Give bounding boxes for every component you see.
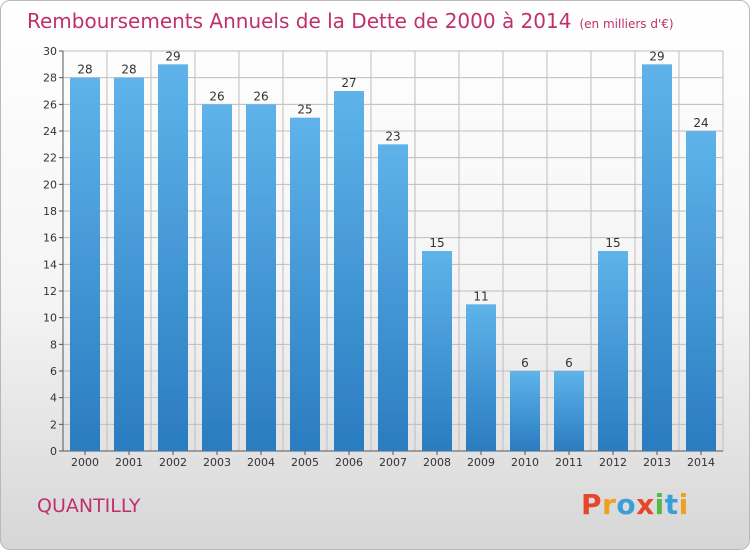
data-label-2005: 25 — [297, 103, 312, 117]
y-tick-label: 30 — [43, 45, 57, 58]
x-tick-label-2013: 2013 — [643, 456, 671, 469]
y-tick-label: 10 — [43, 312, 57, 325]
data-label-2010: 6 — [521, 356, 529, 370]
data-label-2007: 23 — [385, 129, 400, 143]
data-label-2009: 11 — [473, 289, 488, 303]
x-tick-label-2006: 2006 — [335, 456, 363, 469]
y-tick-label: 18 — [43, 205, 57, 218]
bar-2000 — [70, 77, 100, 452]
x-tick-label-2008: 2008 — [423, 456, 451, 469]
bar-2004 — [246, 104, 276, 451]
bar-2007 — [378, 144, 408, 452]
y-tick-label: 24 — [43, 125, 57, 138]
data-label-2004: 26 — [253, 89, 268, 103]
bar-2008 — [422, 251, 452, 451]
data-label-2006: 27 — [341, 76, 356, 90]
bars — [70, 64, 716, 452]
chart-title-text: Remboursements Annuels de la Dette de 20… — [27, 9, 572, 33]
x-tick-label-2009: 2009 — [467, 456, 495, 469]
y-tick-label: 20 — [43, 178, 57, 191]
bar-2009 — [466, 304, 496, 451]
y-tick-label: 12 — [43, 285, 57, 298]
bar-2003 — [202, 104, 232, 451]
y-tick-label: 4 — [50, 392, 57, 405]
bar-2011 — [554, 371, 584, 451]
bar-2013 — [642, 64, 672, 452]
bar-2001 — [114, 77, 144, 452]
commune-name: QUANTILLY — [37, 495, 141, 517]
data-label-2000: 28 — [77, 63, 92, 77]
y-tick-label: 22 — [43, 152, 57, 165]
y-tick-label: 28 — [43, 72, 57, 85]
y-tick-label: 0 — [50, 445, 57, 458]
y-tick-label: 26 — [43, 98, 57, 111]
x-tick-label-2003: 2003 — [203, 456, 231, 469]
x-tick-label-2002: 2002 — [159, 456, 187, 469]
x-tick-label-2007: 2007 — [379, 456, 407, 469]
chart-title: Remboursements Annuels de la Dette de 20… — [27, 9, 674, 33]
data-label-2012: 15 — [605, 236, 620, 250]
data-label-2013: 29 — [649, 49, 664, 63]
proxiti-logo: Proxiti — [581, 488, 689, 521]
data-label-2002: 29 — [165, 49, 180, 63]
y-tick-label: 8 — [50, 338, 57, 351]
y-tick-label: 14 — [43, 258, 57, 271]
data-label-2008: 15 — [429, 236, 444, 250]
x-tick-label-2005: 2005 — [291, 456, 319, 469]
data-label-2003: 26 — [209, 89, 224, 103]
x-tick-label-2011: 2011 — [555, 456, 583, 469]
bar-2014 — [686, 131, 716, 451]
bar-2002 — [158, 64, 188, 452]
bar-2006 — [334, 91, 364, 451]
x-tick-label-2000: 2000 — [71, 456, 99, 469]
data-label-2014: 24 — [693, 116, 708, 130]
bar-2005 — [290, 117, 320, 452]
data-labels: 28 28 29 26 26 25 27 23 15 11 6 6 15 29 24 — [77, 49, 708, 370]
y-tick-label: 16 — [43, 232, 57, 245]
y-tick-label: 6 — [50, 365, 57, 378]
chart-unit: (en milliers d'€) — [579, 17, 674, 31]
bar-2010 — [510, 371, 540, 451]
x-tick-label-2012: 2012 — [599, 456, 627, 469]
data-label-2001: 28 — [121, 63, 136, 77]
y-tick-label: 2 — [50, 418, 57, 431]
x-tick-label-2004: 2004 — [247, 456, 275, 469]
x-tick-label-2014: 2014 — [687, 456, 715, 469]
x-tick-label-2001: 2001 — [115, 456, 143, 469]
x-tick-label-2010: 2010 — [511, 456, 539, 469]
data-label-2011: 6 — [565, 356, 573, 370]
bar-2012 — [598, 251, 628, 451]
